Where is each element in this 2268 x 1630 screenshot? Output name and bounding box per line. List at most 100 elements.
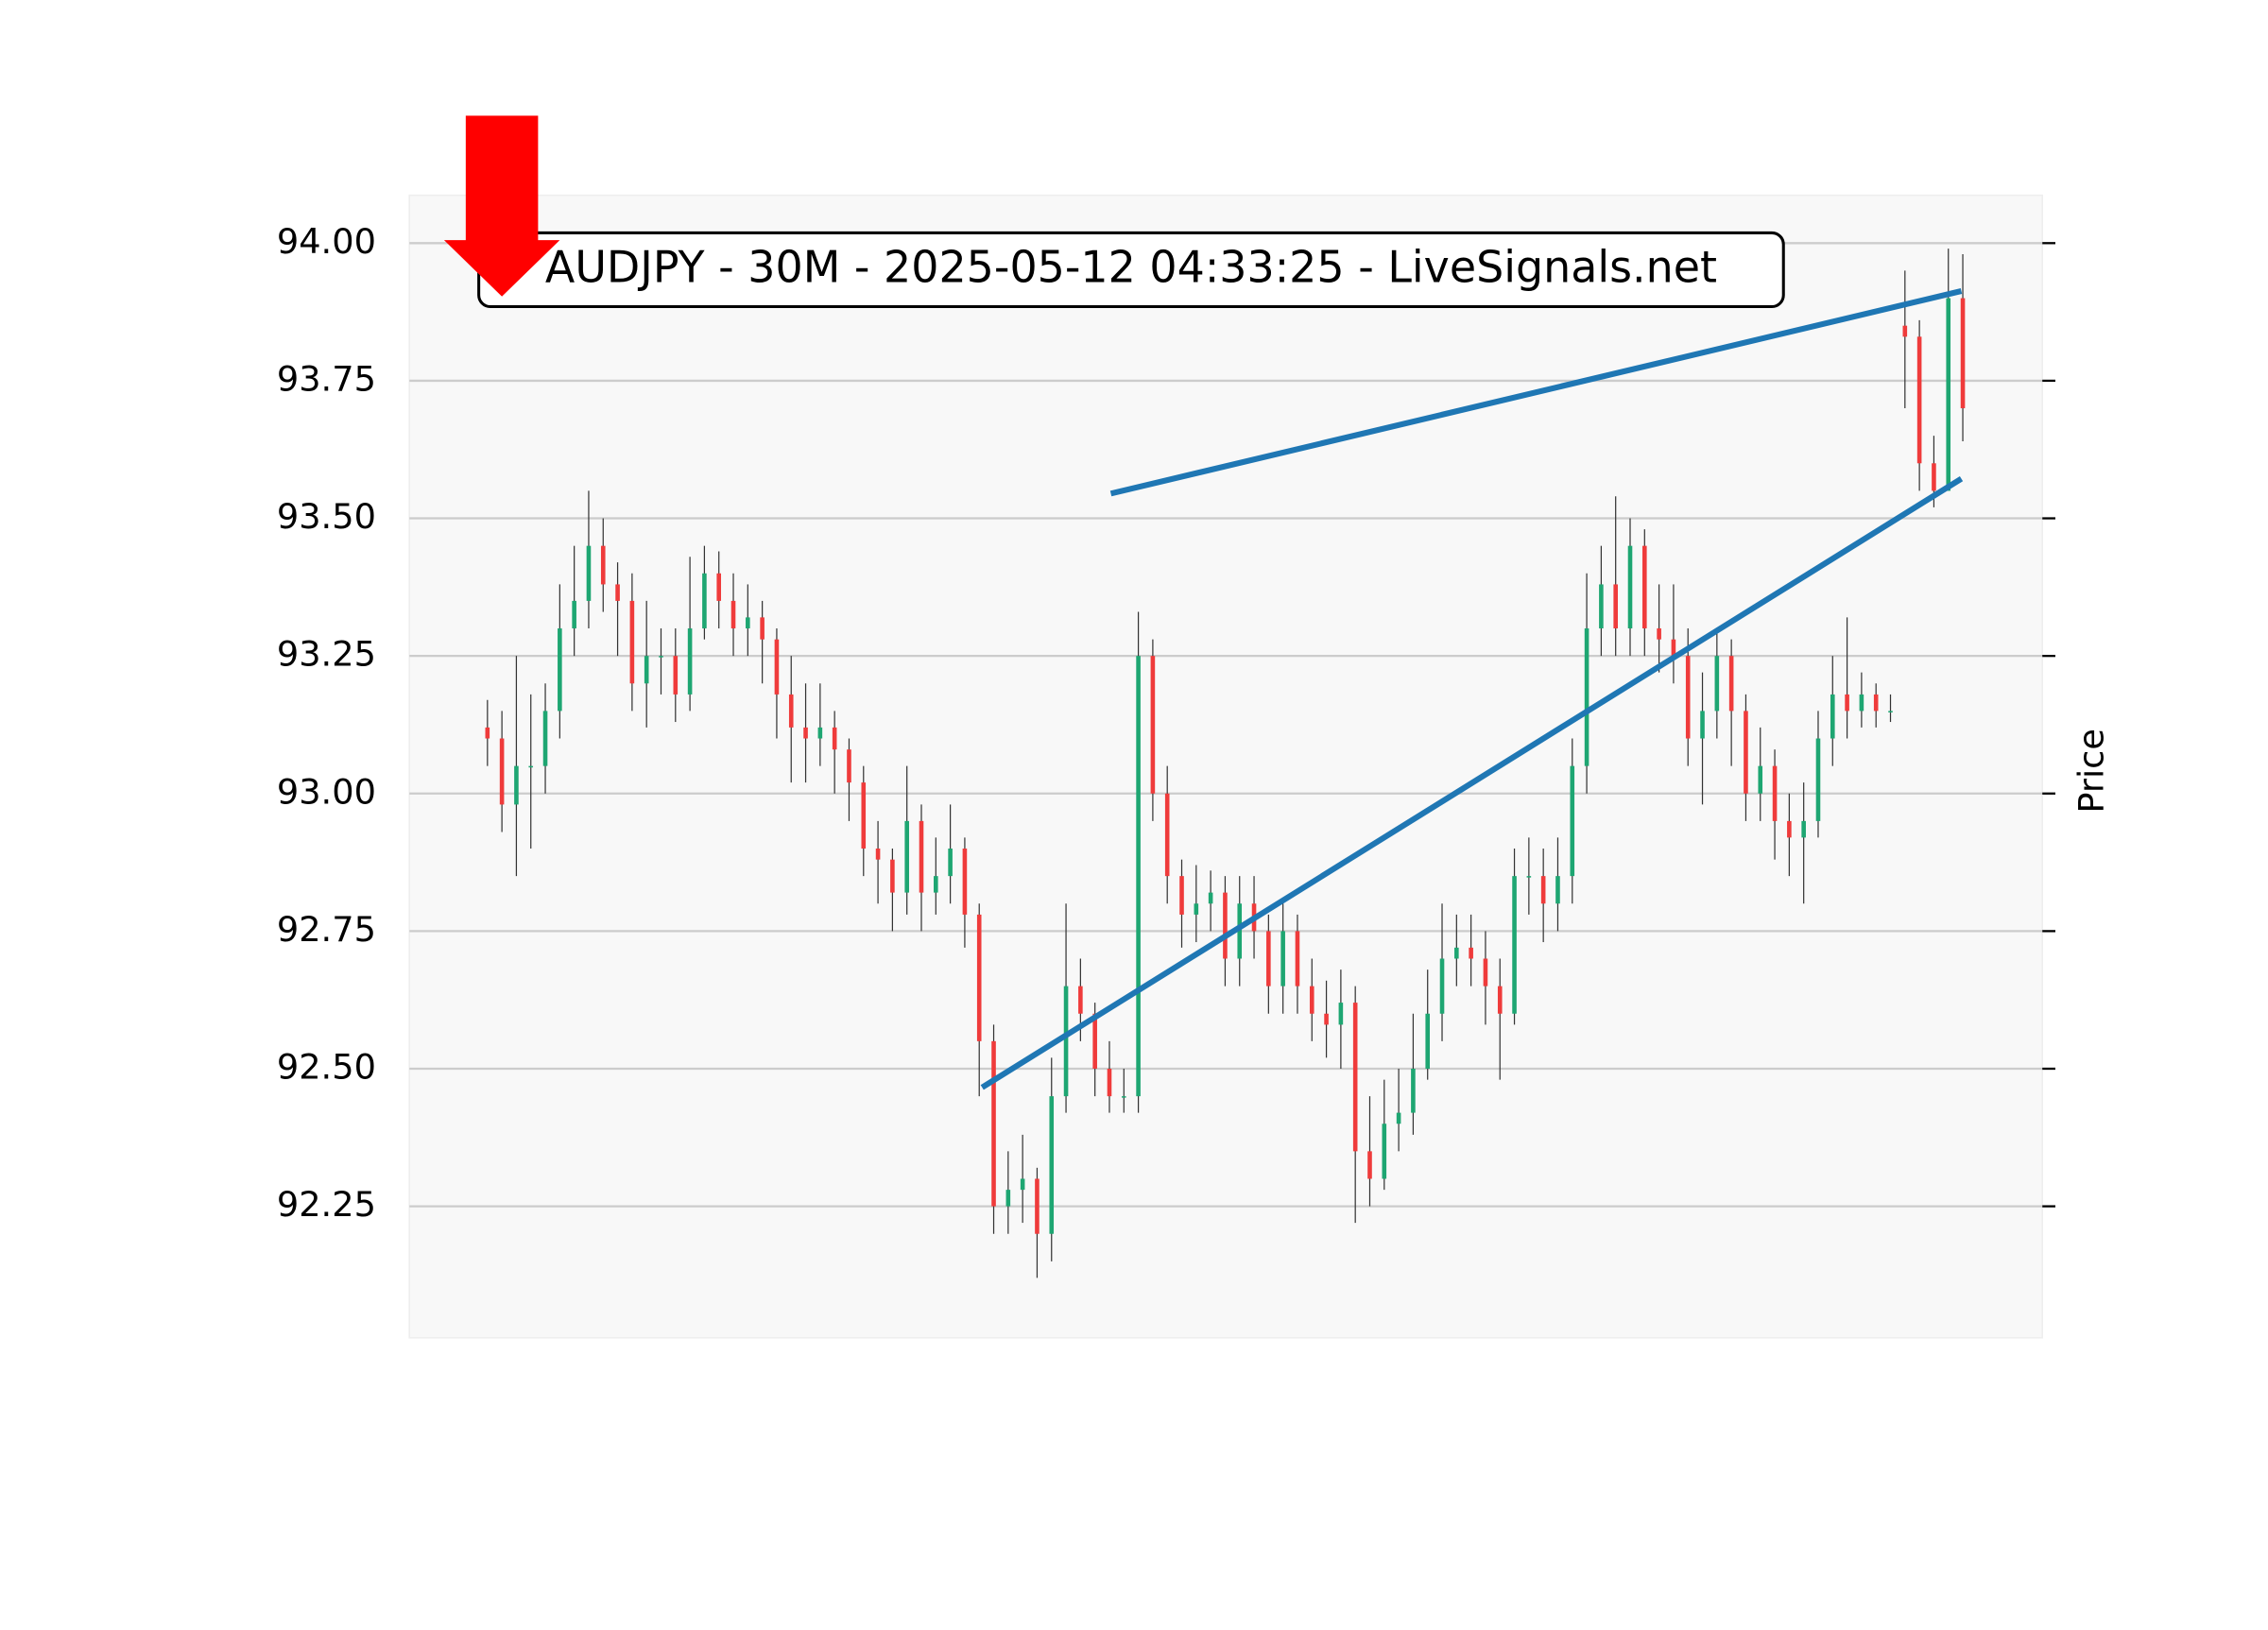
candle-body bbox=[1078, 986, 1083, 1014]
trendline bbox=[980, 475, 1964, 1090]
candle-body bbox=[760, 617, 765, 640]
candle-body bbox=[1237, 903, 1243, 959]
candle-body bbox=[673, 656, 679, 695]
arrow-head bbox=[443, 240, 560, 297]
candle-body bbox=[1439, 958, 1445, 1014]
candle-body bbox=[1020, 1178, 1025, 1191]
candle-body bbox=[1671, 639, 1676, 657]
candle-body bbox=[1194, 903, 1199, 915]
trendline bbox=[1109, 288, 1963, 497]
candle-body bbox=[1049, 1096, 1055, 1234]
candle-body bbox=[1714, 656, 1720, 712]
candle-body bbox=[1932, 463, 1936, 491]
candle-body bbox=[847, 749, 851, 783]
candle-body bbox=[1570, 765, 1575, 877]
y-tick-label: 93.75 bbox=[277, 358, 376, 399]
candle-body bbox=[904, 820, 909, 893]
candle-body bbox=[615, 584, 620, 601]
candle-body bbox=[1685, 656, 1691, 739]
candle-body bbox=[1164, 793, 1170, 877]
candle-body bbox=[1309, 986, 1314, 1014]
candle-body bbox=[1425, 1013, 1431, 1069]
candle-body bbox=[1728, 656, 1734, 712]
candles bbox=[485, 249, 1966, 1278]
candle-body bbox=[629, 600, 635, 684]
candle-body bbox=[1627, 545, 1633, 629]
candle-body bbox=[1208, 892, 1213, 904]
candle-body bbox=[1772, 765, 1778, 821]
candle-body bbox=[1873, 694, 1879, 712]
candle-body bbox=[1396, 1112, 1401, 1124]
chart-title: AUDJPY - 30M - 2025-05-12 04:33:25 - Liv… bbox=[545, 242, 1717, 293]
y-tick-label: 92.50 bbox=[277, 1046, 376, 1087]
candle-body bbox=[861, 782, 867, 849]
candle-body bbox=[1830, 694, 1835, 739]
candle-body bbox=[572, 600, 576, 629]
candle-body bbox=[1916, 336, 1922, 464]
candle-body bbox=[644, 656, 649, 684]
candle-body bbox=[774, 639, 780, 695]
candle-body bbox=[1136, 656, 1141, 1097]
candle-body bbox=[1555, 876, 1560, 904]
candle-body bbox=[1352, 1003, 1358, 1152]
candle-body bbox=[485, 727, 490, 739]
candle-body bbox=[1469, 947, 1473, 959]
y-tick-label: 93.00 bbox=[277, 771, 376, 812]
y-axis-label: Price bbox=[2070, 729, 2111, 814]
candle-body bbox=[890, 859, 895, 893]
y-tick-label: 92.25 bbox=[277, 1184, 376, 1225]
candle-body bbox=[1657, 628, 1661, 640]
candle-body bbox=[1700, 711, 1705, 739]
candle-body bbox=[1888, 711, 1893, 712]
candle-body bbox=[1266, 931, 1271, 987]
candle-body bbox=[558, 628, 562, 712]
candle-body bbox=[499, 738, 505, 805]
candle-body bbox=[1280, 931, 1285, 987]
candle-body bbox=[1382, 1124, 1387, 1179]
candle-body bbox=[1179, 876, 1184, 915]
y-tick-label: 93.50 bbox=[277, 496, 376, 537]
candle-body bbox=[1121, 1096, 1126, 1098]
candle-body bbox=[1584, 628, 1589, 766]
grid: 92.25 92.50 92.75 93.00 93.25 93.50 93.75 94.00 bbox=[277, 221, 2055, 1225]
candle-body bbox=[1411, 1068, 1416, 1113]
candle-body bbox=[948, 849, 953, 877]
candle-body bbox=[803, 727, 808, 739]
candle-body bbox=[1483, 958, 1488, 987]
candle-body bbox=[1526, 876, 1532, 878]
y-tick-label: 94.00 bbox=[277, 221, 376, 262]
candle-body bbox=[1540, 876, 1546, 904]
candle-body bbox=[1107, 1068, 1112, 1097]
candle-body bbox=[1859, 694, 1864, 712]
candle-body bbox=[514, 765, 519, 805]
candle-body bbox=[1599, 584, 1604, 629]
candle-body bbox=[1324, 1013, 1329, 1025]
candle-body bbox=[1758, 765, 1763, 794]
trendlines bbox=[980, 288, 1964, 1090]
arrow-shaft bbox=[465, 115, 539, 242]
candle-body bbox=[832, 727, 837, 750]
candle-body bbox=[1497, 986, 1503, 1014]
candle-body bbox=[1613, 584, 1618, 629]
candle-body bbox=[600, 545, 606, 585]
candle-body bbox=[1223, 892, 1228, 959]
candle-body bbox=[1845, 694, 1849, 712]
candle-body bbox=[991, 1040, 996, 1207]
candle-body bbox=[1815, 738, 1821, 821]
candle-body bbox=[1035, 1178, 1040, 1234]
candle-body bbox=[1295, 931, 1300, 987]
candle-body bbox=[919, 820, 924, 893]
candle-body bbox=[687, 628, 693, 695]
candle-body bbox=[586, 545, 592, 601]
signal-arrow bbox=[443, 115, 560, 297]
candle-body bbox=[788, 694, 794, 728]
candle-body bbox=[1902, 325, 1908, 337]
candle-body bbox=[817, 727, 823, 739]
y-tick-label: 92.75 bbox=[277, 909, 376, 950]
candle-body bbox=[1063, 986, 1069, 1097]
candle-body bbox=[730, 600, 736, 629]
candle-body bbox=[962, 849, 968, 915]
candle-body bbox=[1150, 656, 1156, 794]
